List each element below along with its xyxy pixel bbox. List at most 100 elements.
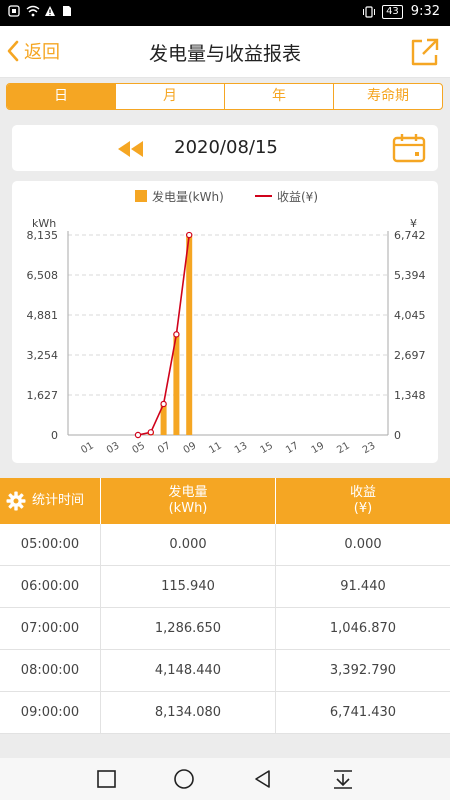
- share-button[interactable]: [408, 36, 440, 68]
- revenue-point: [134, 431, 142, 439]
- calendar-button[interactable]: [392, 133, 426, 163]
- cell-energy: 8,134.080: [101, 692, 276, 733]
- cell-revenue: 91.440: [340, 579, 386, 594]
- circle-icon: [174, 769, 194, 789]
- y-left-tick: 1,627: [27, 389, 59, 402]
- tab-year[interactable]: 年: [225, 84, 334, 109]
- vibrate-icon: [362, 5, 376, 18]
- share-icon: [411, 38, 439, 66]
- y-left-tick: 8,135: [27, 229, 59, 242]
- y-left-tick: 3,254: [27, 349, 59, 362]
- cell-revenue: 6,741.430: [329, 705, 397, 720]
- rewind-icon: [118, 141, 143, 157]
- back-label: 返回: [24, 42, 60, 63]
- previous-date-button[interactable]: [116, 140, 146, 158]
- column-time-label: 统计时间: [32, 493, 85, 508]
- cell-time: 06:00:00: [0, 566, 101, 607]
- battery-level: 43: [382, 4, 403, 19]
- tab-lifetime[interactable]: 寿命期: [367, 88, 409, 104]
- cell-energy: 1,286.650: [101, 608, 276, 649]
- cell-revenue: 1,046.870: [329, 621, 397, 636]
- table-row: 05:00:00 0.000 0.000: [0, 524, 450, 566]
- wifi-icon: [26, 5, 40, 17]
- cell-revenue: 3,392.790: [329, 663, 397, 678]
- tab-day[interactable]: 日: [7, 84, 116, 109]
- x-tick: 03: [105, 440, 122, 456]
- status-bar: 43 9:32: [0, 0, 450, 26]
- legend-revenue-label: 收益(¥): [277, 190, 318, 204]
- y-left-tick: 4,881: [27, 309, 59, 322]
- recents-button[interactable]: [96, 768, 118, 790]
- column-time-header[interactable]: 统计时间: [0, 478, 101, 524]
- selected-date[interactable]: 2020/08/15: [174, 137, 278, 158]
- table-row: 06:00:00 115.940 91.440: [0, 566, 450, 608]
- page-title: 发电量与收益报表: [148, 43, 301, 65]
- pull-down-icon: [334, 770, 352, 789]
- energy-bar: [186, 235, 193, 435]
- cell-energy: 4,148.440: [101, 650, 276, 691]
- table-row: 08:00:00 4,148.440 3,392.790: [0, 650, 450, 692]
- cell-time: 07:00:00: [0, 608, 101, 649]
- x-tick: 01: [79, 440, 96, 456]
- app-header: 返回 发电量与收益报表: [0, 26, 450, 78]
- y-right-tick: 0: [394, 429, 401, 442]
- square-icon: [97, 770, 116, 788]
- notification-icon: [8, 5, 20, 17]
- y-right-tick: 4,045: [394, 309, 426, 322]
- clock: 9:32: [410, 4, 440, 19]
- cell-time: 08:00:00: [0, 650, 101, 691]
- y-right-tick: 2,697: [394, 349, 426, 362]
- x-tick: 19: [310, 440, 327, 456]
- y-right-tick: 5,394: [394, 269, 426, 282]
- table-header: 统计时间 发电量 (kWh) 收益 (¥): [0, 478, 450, 524]
- revenue-point: [185, 231, 193, 239]
- revenue-point: [147, 429, 154, 436]
- cell-energy: 115.940: [101, 566, 276, 607]
- y-right-unit: ¥: [410, 217, 417, 230]
- x-tick: 11: [207, 440, 224, 456]
- y-left-tick: 6,508: [27, 269, 59, 282]
- date-selector: 2020/08/15: [12, 125, 438, 171]
- warning-icon: [44, 5, 56, 17]
- x-tick: 07: [156, 440, 173, 456]
- x-tick: 21: [335, 440, 352, 456]
- back-button[interactable]: 返回: [6, 38, 60, 64]
- column-energy-label: 发电量 (kWh): [168, 485, 208, 516]
- x-tick: 09: [182, 440, 199, 456]
- cell-revenue: 0.000: [344, 537, 382, 552]
- y-right-tick: 1,348: [394, 389, 426, 402]
- x-tick: 23: [361, 440, 378, 456]
- cell-time: 05:00:00: [0, 524, 101, 565]
- energy-bar: [173, 333, 180, 435]
- chevron-left-icon: [7, 40, 19, 62]
- x-tick: 17: [284, 440, 301, 456]
- energy-bar: [160, 403, 167, 435]
- cell-time: 09:00:00: [0, 692, 101, 733]
- y-left-unit: kWh: [32, 217, 56, 230]
- y-left-tick: 0: [51, 429, 58, 442]
- sim-icon: [62, 5, 74, 17]
- table-row: 07:00:00 1,286.650 1,046.870: [0, 608, 450, 650]
- revenue-point: [173, 331, 180, 338]
- x-tick: 05: [130, 440, 147, 456]
- period-tabs: 日 月 年 寿命期: [6, 83, 443, 110]
- chart-canvas: 发电量(kWh) 收益(¥) kWh ¥0 0 1,627 1,348 3,254 2,697 4…: [27, 189, 426, 456]
- y-right-tick: 6,742: [394, 229, 426, 242]
- notification-pull-button[interactable]: [332, 768, 354, 790]
- column-revenue-header: 收益 (¥): [276, 478, 450, 524]
- tab-month[interactable]: 月: [116, 84, 225, 109]
- x-tick: 13: [233, 440, 250, 456]
- report-table: 统计时间 发电量 (kWh) 收益 (¥) 05:00:00 0.000 0.0…: [0, 478, 450, 734]
- triangle-back-icon: [255, 770, 270, 788]
- system-nav-bar: [0, 758, 450, 800]
- legend-energy-label: 发电量(kWh): [152, 189, 224, 204]
- revenue-point: [160, 400, 167, 408]
- home-button[interactable]: [173, 768, 195, 790]
- column-energy-header: 发电量 (kWh): [101, 478, 276, 524]
- energy-revenue-chart: 发电量(kWh) 收益(¥) kWh ¥0 0 1,627 1,348 3,254 2,697 4…: [12, 181, 438, 463]
- x-tick: 15: [258, 440, 275, 456]
- column-revenue-label: 收益 (¥): [349, 485, 376, 516]
- gear-icon: [6, 491, 26, 511]
- calendar-icon: [392, 134, 426, 163]
- back-nav-button[interactable]: [252, 768, 274, 790]
